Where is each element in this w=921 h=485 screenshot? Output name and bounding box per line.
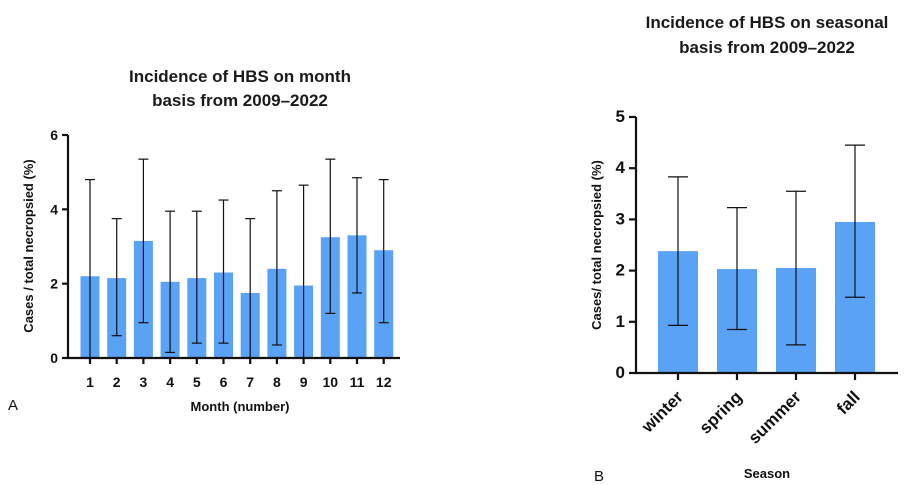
chart-b-title-line-2: basis from 2009–2022 <box>679 38 855 57</box>
chart-b-y-tick-label: 2 <box>616 261 625 280</box>
chart-b-y-tick-label: 5 <box>616 107 625 126</box>
chart-a-y-tick-label: 6 <box>50 127 58 143</box>
chart-a-x-tick-label: 8 <box>273 374 281 390</box>
chart-a-xlabel: Month (number) <box>191 399 290 414</box>
chart-a-x-tick-label: 2 <box>113 374 121 390</box>
chart-b-x-tick-label: winter <box>637 387 687 437</box>
chart-a-ylabel: Cases / total necropsied (%) <box>21 159 36 332</box>
chart-a-x-tick-label: 9 <box>300 374 308 390</box>
chart-b-y-tick-label: 1 <box>616 312 625 331</box>
chart-a-y-tick-label: 2 <box>50 276 58 292</box>
chart-a-x-tick-label: 4 <box>166 374 174 390</box>
chart-a-y-tick-label: 0 <box>50 350 58 366</box>
chart-b-y-tick-label: 3 <box>616 209 625 228</box>
chart-a-x-tick-label: 5 <box>193 374 201 390</box>
chart-a-title-line-1: Incidence of HBS on month <box>129 67 351 86</box>
chart-a-x-tick-label: 10 <box>323 374 339 390</box>
chart-b-y-tick-label: 4 <box>616 158 626 177</box>
chart-b-y-tick-label: 0 <box>616 363 625 382</box>
chart-a-x-tick-label: 12 <box>376 374 392 390</box>
chart-a-y-tick-label: 4 <box>50 201 58 217</box>
chart-a-bar <box>347 235 367 358</box>
chart-a-title-line-2: basis from 2009–2022 <box>152 91 328 110</box>
chart-b-ylabel: Cases/ total necropsied (%) <box>589 160 604 330</box>
chart-b-x-tick-label: spring <box>696 387 746 437</box>
chart-b-title-line-1: Incidence of HBS on seasonal <box>646 13 889 32</box>
chart-b: Incidence of HBS on seasonal basis from … <box>589 13 898 485</box>
panel-label-b: B <box>594 468 604 485</box>
chart-a-x-tick-label: 3 <box>140 374 148 390</box>
chart-b-xlabel: Season <box>744 466 790 481</box>
chart-b-x-tick-label: summer <box>745 387 805 447</box>
chart-a-x-tick-label: 7 <box>246 374 254 390</box>
chart-a-x-tick-label: 1 <box>86 374 94 390</box>
chart-a: Incidence of HBS on month basis from 200… <box>8 67 400 414</box>
chart-b-x-tick-label: fall <box>833 387 864 418</box>
chart-a-x-tick-label: 6 <box>220 374 228 390</box>
panel-label-a: A <box>8 397 18 414</box>
chart-a-x-tick-label: 11 <box>350 374 365 390</box>
